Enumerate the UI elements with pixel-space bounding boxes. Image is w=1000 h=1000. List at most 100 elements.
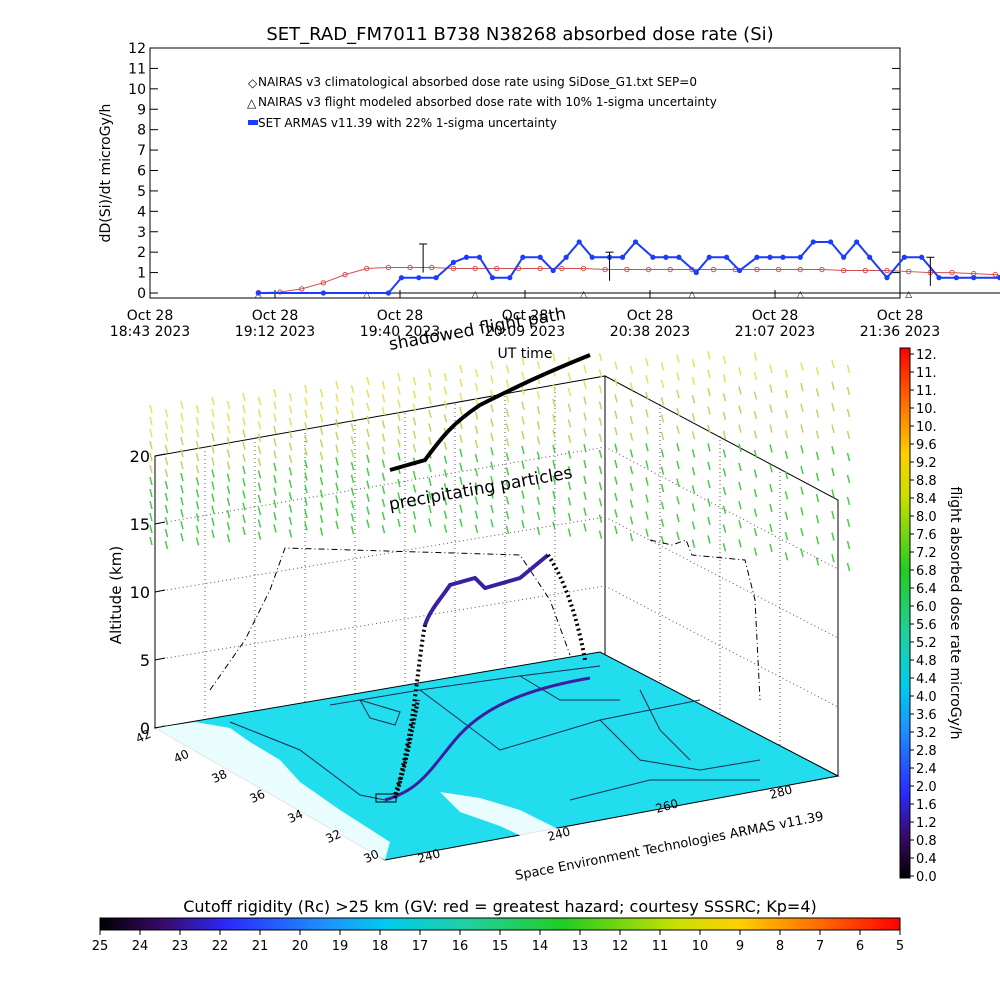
- particle-mark: [676, 531, 680, 540]
- particle-mark: [335, 393, 339, 402]
- particle-mark: [164, 432, 169, 442]
- particle-mark: [164, 516, 169, 526]
- particle-mark: [831, 510, 835, 520]
- particle-mark: [211, 433, 215, 442]
- particle-mark: [242, 465, 246, 475]
- x-tick-label-time: 21:36 2023: [860, 324, 940, 340]
- particle-mark: [474, 397, 479, 406]
- rigidity-tick-label: 9: [736, 939, 744, 954]
- particle-mark: [769, 404, 773, 413]
- lon-tick-label: 260: [654, 796, 680, 815]
- lat-tick-label: 36: [247, 787, 267, 806]
- particle-mark: [459, 364, 463, 374]
- data-point: [632, 239, 639, 245]
- particle-mark: [180, 521, 184, 530]
- flight-path-climb: [393, 624, 427, 796]
- particle-mark: [443, 469, 448, 478]
- dose-tick-label: 11.: [916, 384, 937, 399]
- x-axis-label: UT time: [498, 346, 553, 362]
- particle-mark: [242, 429, 246, 438]
- particle-mark: [381, 485, 386, 495]
- x-tick-label-date: Oct 28: [877, 308, 923, 324]
- particle-mark: [226, 461, 231, 470]
- data-point: [936, 275, 942, 281]
- particle-mark: [598, 368, 603, 378]
- particle-mark: [288, 430, 293, 439]
- data-point: [429, 264, 435, 271]
- chart-title: SET_RAD_FM7011 B738 N38268 absorbed dose…: [266, 24, 773, 45]
- particle-mark: [738, 386, 742, 395]
- particle-mark: [521, 431, 525, 440]
- particle-mark: [753, 547, 758, 556]
- particle-mark: [195, 537, 200, 546]
- longitude-axis: 240 240 260 280: [416, 782, 794, 865]
- particle-mark: [598, 482, 603, 491]
- particle-mark: [815, 493, 820, 503]
- particle-mark: [846, 474, 851, 484]
- particle-mark: [335, 495, 339, 504]
- flight-path-descent: [546, 553, 587, 661]
- particle-mark: [257, 445, 262, 455]
- particle-mark: [614, 410, 618, 419]
- particle-mark: [288, 405, 293, 414]
- particle-mark: [257, 421, 262, 430]
- particle-mark: [645, 477, 649, 486]
- dose-colorbar-title: flight absorbed dose rate microGy/h: [947, 487, 963, 740]
- particle-mark: [676, 372, 680, 381]
- y-tick-label: 4: [137, 204, 146, 220]
- data-point: [507, 275, 513, 281]
- dose-tick-label: 3.6: [916, 708, 937, 723]
- rigidity-tick-label: 6: [856, 939, 864, 954]
- particle-mark: [288, 529, 293, 538]
- z-tick: [154, 453, 166, 457]
- x-tick-label-date: Oct 28: [627, 308, 673, 324]
- particle-mark: [505, 364, 510, 374]
- particle-mark: [366, 519, 370, 528]
- particle-mark: [800, 507, 804, 516]
- particle-mark: [428, 504, 432, 514]
- data-point: [775, 266, 782, 273]
- particle-mark: [459, 490, 463, 499]
- particle-mark: [645, 511, 649, 520]
- particle-mark: [319, 401, 324, 410]
- particle-mark: [304, 472, 308, 481]
- particle-mark: [412, 417, 417, 426]
- particle-mark: [815, 367, 820, 376]
- particle-mark: [521, 505, 525, 514]
- particle-mark: [397, 518, 401, 528]
- particle-mark: [738, 443, 742, 452]
- particle-mark: [335, 406, 339, 415]
- particle-mark: [552, 429, 556, 438]
- particle-mark: [645, 528, 649, 537]
- x-tick-label-time: 19:12 2023: [235, 324, 315, 340]
- particle-mark: [226, 412, 231, 422]
- particle-mark: [195, 489, 200, 498]
- dose-tick-label: 10.: [916, 402, 937, 417]
- particle-mark: [738, 424, 742, 433]
- data-point: [385, 290, 392, 296]
- particle-mark: [676, 389, 680, 399]
- y-tick-label: 10: [128, 82, 146, 98]
- particle-mark: [211, 469, 215, 478]
- rigidity-tick-label: 21: [252, 939, 269, 954]
- particle-mark: [567, 466, 572, 475]
- z-tick: [154, 589, 166, 593]
- legend: ◇ NAIRAS v3 climatological absorbed dose…: [247, 75, 717, 130]
- particle-mark: [428, 409, 432, 418]
- data-point: [433, 275, 439, 281]
- particle-mark: [614, 427, 618, 436]
- particle-mark: [211, 481, 215, 490]
- data-point: △: [797, 290, 804, 300]
- particle-mark: [846, 562, 851, 572]
- particle-mark: [335, 457, 339, 466]
- data-point: [537, 265, 543, 272]
- particle-mark: [722, 543, 727, 552]
- particle-mark: [660, 362, 665, 371]
- particle-mark: [180, 448, 184, 458]
- particle-mark: [428, 477, 432, 486]
- particle-mark: [428, 382, 432, 391]
- dose-tick-label: 6.8: [916, 564, 937, 579]
- particle-mark: [257, 531, 262, 540]
- particle-mark: [211, 396, 215, 406]
- particle-mark: [490, 461, 494, 470]
